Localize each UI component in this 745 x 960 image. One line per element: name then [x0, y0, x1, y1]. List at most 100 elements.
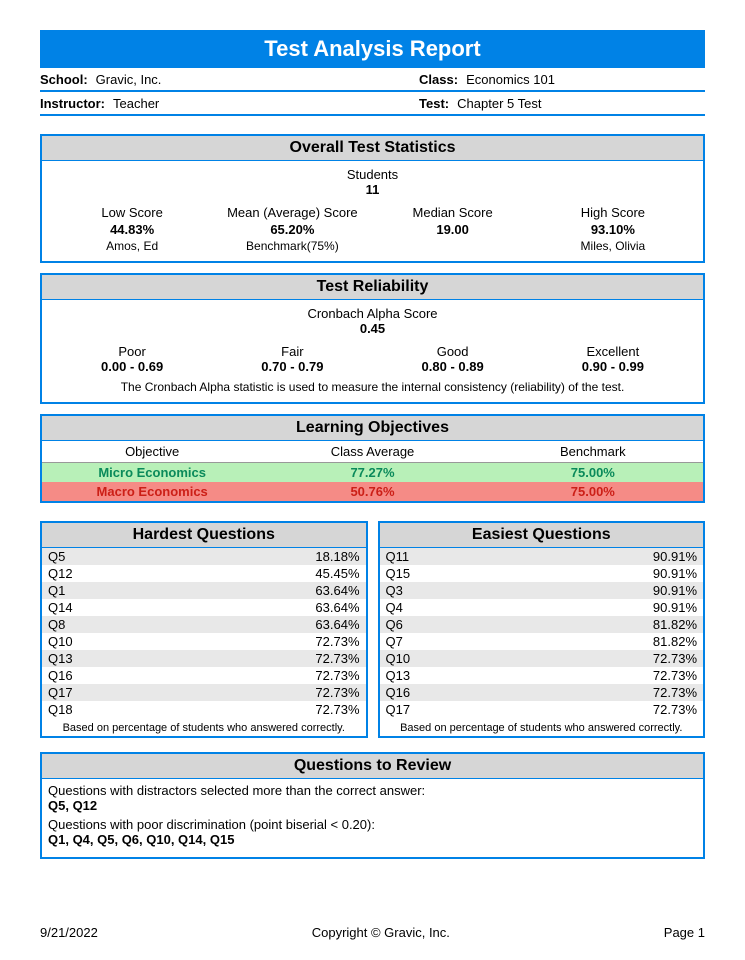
easiest-table: Q1190.91%Q1590.91%Q390.91%Q490.91%Q681.8… [380, 548, 704, 718]
question-row: Q1872.73% [42, 701, 366, 718]
question-row: Q863.64% [42, 616, 366, 633]
question-id: Q3 [380, 582, 508, 599]
score-column: High Score93.10%Miles, Olivia [533, 205, 693, 253]
score-value: 65.20% [212, 222, 372, 237]
question-row: Q1372.73% [380, 667, 704, 684]
question-row: Q1772.73% [42, 684, 366, 701]
score-column: Low Score44.83%Amos, Ed [52, 205, 212, 253]
question-id: Q1 [42, 582, 170, 599]
question-id: Q17 [380, 701, 508, 718]
question-id: Q13 [42, 650, 170, 667]
scale-range: 0.80 - 0.89 [373, 359, 533, 374]
question-row: Q1190.91% [380, 548, 704, 565]
objective-avg: 77.27% [262, 465, 482, 480]
score-value: 93.10% [533, 222, 693, 237]
students-value: 11 [52, 182, 693, 197]
question-id: Q7 [380, 633, 508, 650]
easiest-heading: Easiest Questions [380, 523, 704, 548]
reliability-scale-item: Good0.80 - 0.89 [373, 344, 533, 374]
question-pct: 63.64% [170, 599, 366, 616]
question-pct: 63.64% [170, 582, 366, 599]
question-row: Q1072.73% [42, 633, 366, 650]
objectives-heading: Learning Objectives [42, 416, 703, 441]
reliability-note: The Cronbach Alpha statistic is used to … [52, 380, 693, 394]
question-id: Q18 [42, 701, 170, 718]
question-id: Q11 [380, 548, 508, 565]
question-row: Q163.64% [42, 582, 366, 599]
objective-row: Micro Economics77.27%75.00% [42, 463, 703, 482]
question-row: Q518.18% [42, 548, 366, 565]
easiest-footer: Based on percentage of students who answ… [380, 718, 704, 736]
obj-col-bench: Benchmark [483, 444, 703, 459]
reliability-scale-item: Excellent0.90 - 0.99 [533, 344, 693, 374]
review-line-2-questions: Q1, Q4, Q5, Q6, Q10, Q14, Q15 [48, 832, 697, 847]
question-row: Q390.91% [380, 582, 704, 599]
score-value: 44.83% [52, 222, 212, 237]
question-pct: 45.45% [170, 565, 366, 582]
objectives-section: Learning Objectives Objective Class Aver… [40, 414, 705, 503]
school-value: Gravic, Inc. [96, 72, 162, 87]
test-value: Chapter 5 Test [457, 96, 541, 111]
class-value: Economics 101 [466, 72, 555, 87]
question-id: Q8 [42, 616, 170, 633]
objective-name: Macro Economics [42, 484, 262, 499]
question-row: Q1245.45% [42, 565, 366, 582]
scale-range: 0.70 - 0.79 [212, 359, 372, 374]
reliability-scale-item: Fair0.70 - 0.79 [212, 344, 372, 374]
scale-range: 0.90 - 0.99 [533, 359, 693, 374]
question-row: Q1072.73% [380, 650, 704, 667]
question-id: Q17 [42, 684, 170, 701]
hardest-heading: Hardest Questions [42, 523, 366, 548]
overall-stats-section: Overall Test Statistics Students 11 Low … [40, 134, 705, 263]
question-id: Q16 [42, 667, 170, 684]
class-label: Class: [419, 72, 458, 87]
question-id: Q12 [42, 565, 170, 582]
question-pct: 90.91% [507, 582, 703, 599]
review-line-1: Questions with distractors selected more… [48, 783, 697, 798]
question-pct: 72.73% [507, 667, 703, 684]
question-id: Q6 [380, 616, 508, 633]
question-id: Q15 [380, 565, 508, 582]
hardest-section: Hardest Questions Q518.18%Q1245.45%Q163.… [40, 521, 368, 738]
question-pct: 18.18% [170, 548, 366, 565]
report-page: Test Analysis Report School: Gravic, Inc… [0, 0, 745, 960]
cronbach-value: 0.45 [52, 321, 693, 336]
question-row: Q681.82% [380, 616, 704, 633]
instructor-value: Teacher [113, 96, 159, 111]
overall-stats-heading: Overall Test Statistics [42, 136, 703, 161]
scale-range: 0.00 - 0.69 [52, 359, 212, 374]
question-pct: 90.91% [507, 565, 703, 582]
question-row: Q781.82% [380, 633, 704, 650]
question-pct: 72.73% [170, 633, 366, 650]
question-pct: 72.73% [170, 684, 366, 701]
question-pct: 72.73% [170, 667, 366, 684]
question-row: Q1672.73% [42, 667, 366, 684]
question-pct: 63.64% [170, 616, 366, 633]
score-column: Mean (Average) Score65.20%Benchmark(75%) [212, 205, 372, 253]
easiest-section: Easiest Questions Q1190.91%Q1590.91%Q390… [378, 521, 706, 738]
objective-avg: 50.76% [262, 484, 482, 499]
question-pct: 81.82% [507, 616, 703, 633]
review-heading: Questions to Review [42, 754, 703, 779]
scale-label: Excellent [533, 344, 693, 359]
footer-date: 9/21/2022 [40, 925, 98, 940]
question-row: Q1463.64% [42, 599, 366, 616]
question-row: Q1772.73% [380, 701, 704, 718]
reliability-scale-item: Poor0.00 - 0.69 [52, 344, 212, 374]
objective-bench: 75.00% [483, 484, 703, 499]
question-id: Q13 [380, 667, 508, 684]
info-row-1: School: Gravic, Inc. Class: Economics 10… [40, 68, 705, 92]
question-row: Q1672.73% [380, 684, 704, 701]
question-pct: 72.73% [507, 701, 703, 718]
question-row: Q1590.91% [380, 565, 704, 582]
cronbach-label: Cronbach Alpha Score [52, 306, 693, 321]
review-section: Questions to Review Questions with distr… [40, 752, 705, 859]
question-id: Q10 [380, 650, 508, 667]
question-pct: 72.73% [507, 650, 703, 667]
question-id: Q5 [42, 548, 170, 565]
review-line-1-questions: Q5, Q12 [48, 798, 697, 813]
score-label: Mean (Average) Score [212, 205, 372, 220]
question-pct: 72.73% [507, 684, 703, 701]
score-label: High Score [533, 205, 693, 220]
hardest-footer: Based on percentage of students who answ… [42, 718, 366, 736]
